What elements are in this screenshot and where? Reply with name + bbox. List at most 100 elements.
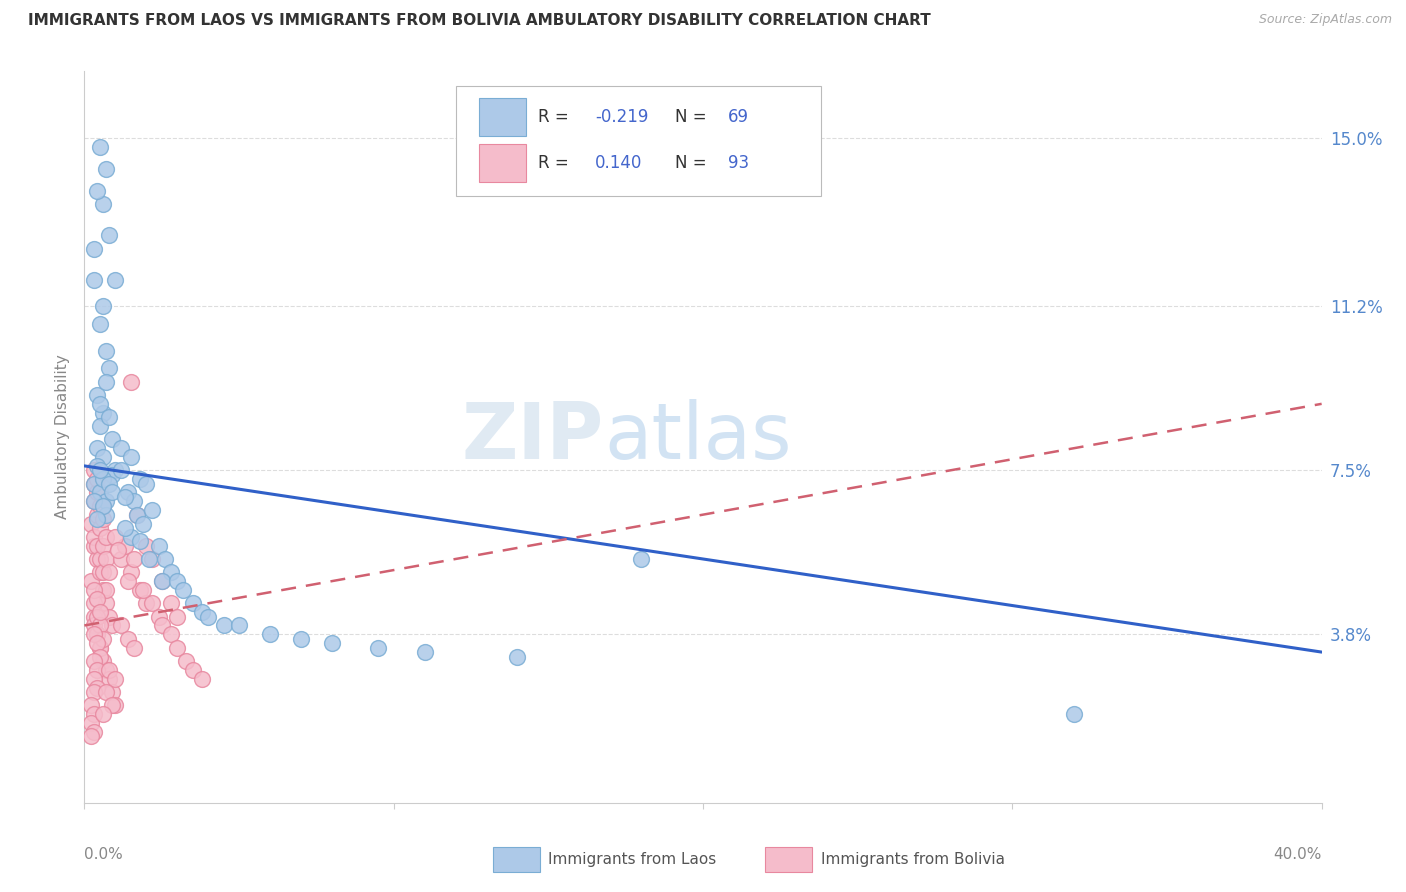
Point	[191, 672, 214, 686]
Text: ZIP: ZIP	[461, 399, 605, 475]
Point	[91, 197, 114, 211]
Point	[110, 552, 132, 566]
Text: -0.219: -0.219	[595, 109, 648, 127]
Point	[86, 388, 108, 402]
Point	[83, 530, 105, 544]
Point	[153, 552, 176, 566]
Point	[110, 441, 132, 455]
Point	[86, 508, 108, 522]
Point	[122, 552, 145, 566]
Point	[86, 663, 108, 677]
Point	[259, 627, 281, 641]
Point	[91, 707, 114, 722]
Point	[86, 627, 108, 641]
FancyBboxPatch shape	[479, 98, 526, 136]
Point	[166, 609, 188, 624]
Point	[86, 609, 108, 624]
Point	[413, 645, 436, 659]
Point	[83, 596, 105, 610]
Point	[98, 672, 121, 686]
Point	[86, 512, 108, 526]
Point	[120, 530, 142, 544]
FancyBboxPatch shape	[492, 847, 540, 872]
Point	[160, 566, 183, 580]
Point	[166, 640, 188, 655]
Point	[83, 494, 105, 508]
Point	[94, 582, 117, 597]
Point	[91, 406, 114, 420]
Point	[86, 184, 108, 198]
Point	[86, 441, 108, 455]
Point	[110, 463, 132, 477]
Point	[91, 299, 114, 313]
Point	[86, 458, 108, 473]
Point	[91, 512, 114, 526]
Point	[94, 552, 117, 566]
Point	[101, 432, 124, 446]
Point	[91, 539, 114, 553]
Point	[160, 627, 183, 641]
Point	[176, 654, 198, 668]
Point	[89, 649, 111, 664]
Point	[138, 552, 160, 566]
Text: 0.140: 0.140	[595, 153, 643, 172]
Point	[89, 317, 111, 331]
Point	[135, 476, 157, 491]
Point	[148, 539, 170, 553]
Text: R =: R =	[538, 153, 579, 172]
Point	[91, 582, 114, 597]
Point	[79, 698, 101, 713]
Point	[166, 574, 188, 589]
Point	[79, 574, 101, 589]
Point	[98, 566, 121, 580]
Point	[94, 663, 117, 677]
Point	[83, 539, 105, 553]
Point	[135, 596, 157, 610]
Text: R =: R =	[538, 109, 575, 127]
Text: 0.0%: 0.0%	[84, 847, 124, 862]
Point	[129, 534, 152, 549]
Point	[191, 605, 214, 619]
Point	[89, 419, 111, 434]
Point	[94, 161, 117, 176]
Point	[94, 508, 117, 522]
FancyBboxPatch shape	[765, 847, 811, 872]
Point	[94, 530, 117, 544]
Point	[86, 636, 108, 650]
Point	[83, 672, 105, 686]
Text: Immigrants from Bolivia: Immigrants from Bolivia	[821, 853, 1004, 867]
Point	[150, 574, 173, 589]
Point	[506, 649, 529, 664]
Point	[83, 707, 105, 722]
Point	[86, 485, 108, 500]
Point	[120, 450, 142, 464]
Point	[132, 516, 155, 531]
Point	[83, 724, 105, 739]
Point	[89, 605, 111, 619]
Text: N =: N =	[675, 153, 711, 172]
Point	[98, 609, 121, 624]
Point	[83, 685, 105, 699]
Point	[101, 618, 124, 632]
Point	[367, 640, 389, 655]
Text: IMMIGRANTS FROM LAOS VS IMMIGRANTS FROM BOLIVIA AMBULATORY DISABILITY CORRELATIO: IMMIGRANTS FROM LAOS VS IMMIGRANTS FROM …	[28, 13, 931, 29]
Point	[83, 654, 105, 668]
Text: 93: 93	[728, 153, 749, 172]
Point	[91, 632, 114, 646]
Point	[98, 361, 121, 376]
Point	[114, 521, 136, 535]
Point	[89, 640, 111, 655]
Point	[91, 499, 114, 513]
Point	[94, 596, 117, 610]
Point	[117, 574, 139, 589]
Point	[114, 490, 136, 504]
Text: 40.0%: 40.0%	[1274, 847, 1322, 862]
Text: Source: ZipAtlas.com: Source: ZipAtlas.com	[1258, 13, 1392, 27]
Point	[132, 582, 155, 597]
Point	[321, 636, 343, 650]
Point	[83, 476, 105, 491]
Point	[104, 463, 127, 477]
Point	[120, 566, 142, 580]
Point	[101, 485, 124, 500]
Point	[83, 609, 105, 624]
